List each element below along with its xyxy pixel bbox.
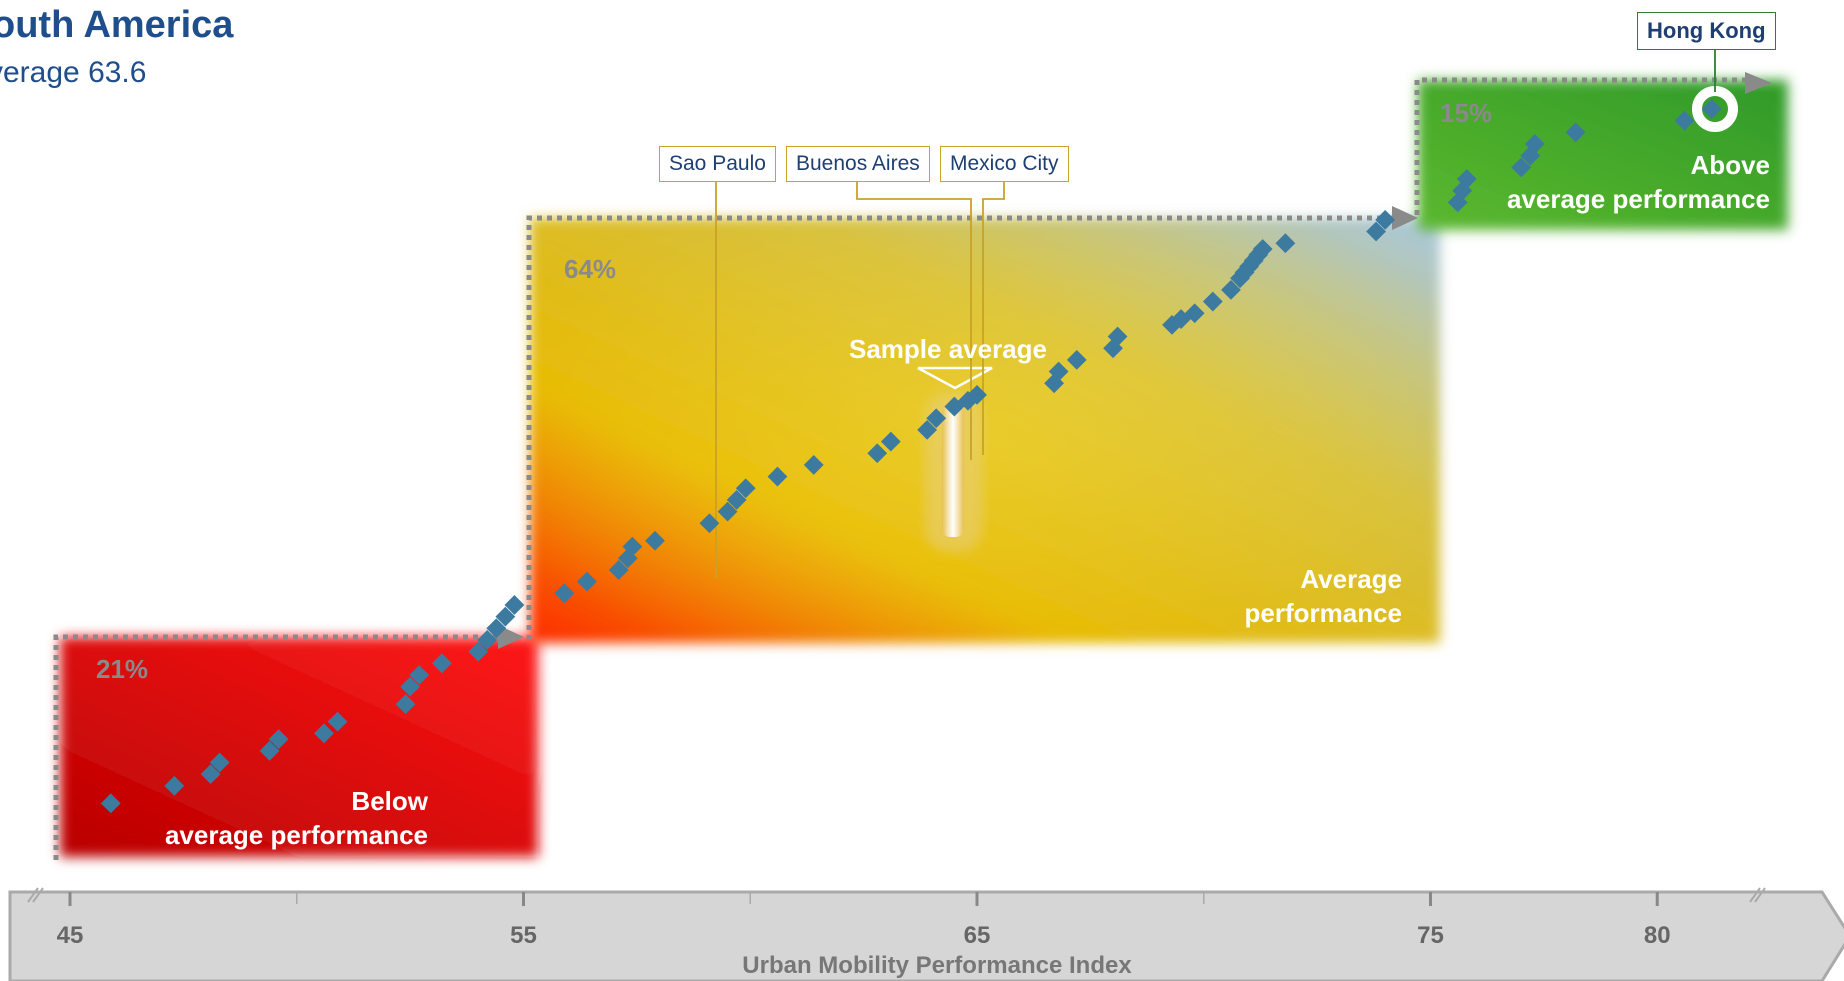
data-point (767, 466, 788, 487)
data-point (803, 455, 824, 475)
data-point (554, 583, 575, 604)
zone-average-share: 64% (564, 254, 617, 284)
zone-below-label: Below average performance (120, 784, 428, 852)
data-point (926, 408, 947, 429)
sample-average-bar (942, 405, 964, 537)
data-point (1184, 303, 1205, 324)
callout-mexico-city: Mexico City (940, 146, 1069, 182)
data-point (622, 536, 643, 557)
zone-average-glow (530, 218, 1440, 643)
sample-average-label: Sample average (849, 334, 1048, 364)
data-point (314, 723, 334, 744)
data-point (1252, 239, 1273, 259)
data-point (395, 694, 416, 715)
zone-above-label-line2: average performance (1506, 184, 1770, 214)
zone-above-label: Above average performance (1460, 148, 1770, 216)
zone-outline-above (1414, 77, 1745, 215)
data-point (1565, 122, 1586, 143)
data-point (1107, 326, 1128, 347)
x-tick-label: 55 (510, 922, 537, 949)
data-point (577, 571, 597, 592)
data-point (477, 630, 498, 650)
data-point (1066, 349, 1087, 370)
data-point (495, 606, 516, 627)
callout-buenos-aires: Buenos Aires (786, 146, 930, 182)
axis-break-marks (27, 887, 1766, 903)
data-point (504, 595, 525, 615)
data-point (1511, 157, 1532, 178)
x-tick-label: 80 (1643, 922, 1671, 949)
x-axis-tick-marks (68, 892, 1659, 906)
data-point (1375, 209, 1396, 230)
data-point (726, 490, 747, 510)
data-point (1674, 110, 1695, 131)
data-points (100, 99, 1722, 814)
data-point (867, 443, 888, 464)
x-tick-label: 65 (963, 922, 991, 949)
data-point (917, 420, 938, 440)
zone-above-label-line1: Above (1690, 150, 1770, 180)
zone-above-share: 15% (1440, 98, 1493, 128)
data-point (735, 478, 756, 499)
data-point (1048, 361, 1069, 382)
x-tick-label: 75 (1417, 922, 1444, 949)
arrow-average (1392, 206, 1418, 230)
zone-average-label-line1: Average (1300, 564, 1402, 594)
chart-subtitle: verage 63.6 (0, 56, 147, 89)
zone-below-label-line2: average performance (164, 820, 428, 850)
data-point (608, 560, 629, 580)
callout-sao-paulo: Sao Paulo (659, 146, 776, 182)
zone-below-share: 21% (96, 654, 149, 684)
data-point (431, 653, 452, 674)
data-point (645, 530, 665, 551)
data-point (699, 513, 720, 534)
zone-below-box (60, 637, 538, 857)
zone-below-label-line1: Below (351, 786, 428, 816)
data-point (717, 501, 738, 522)
data-point (486, 618, 507, 639)
data-point (967, 385, 987, 405)
zone-above-box (1418, 80, 1788, 230)
zone-average-label-line2: performance (1244, 598, 1403, 628)
callout-hong-kong: Hong Kong (1637, 12, 1776, 50)
data-point (268, 729, 289, 750)
data-point (409, 665, 430, 685)
data-point (880, 431, 901, 452)
zone-outline-average (526, 215, 1395, 640)
data-point (1701, 99, 1722, 119)
data-point (259, 740, 280, 761)
zone-outline-below (53, 634, 500, 860)
zone-average-label: Average performance (1180, 562, 1403, 630)
x-axis-band (8, 890, 1844, 981)
sample-average-pointer (917, 366, 993, 390)
data-point (1221, 279, 1241, 300)
data-point (400, 676, 421, 697)
data-point (1524, 134, 1545, 154)
chart-title: outh America (0, 4, 234, 46)
arrow-above (1745, 72, 1772, 94)
data-point (468, 641, 489, 662)
x-axis-label: Urban Mobility Performance Index (742, 952, 1132, 979)
data-point (1202, 291, 1223, 312)
data-point (1456, 169, 1477, 189)
data-point (1275, 233, 1296, 254)
arrow-below (498, 625, 524, 649)
data-point (327, 711, 348, 732)
data-point (1366, 221, 1386, 242)
x-tick-label: 45 (56, 922, 84, 949)
callout-leaders (715, 182, 1005, 578)
